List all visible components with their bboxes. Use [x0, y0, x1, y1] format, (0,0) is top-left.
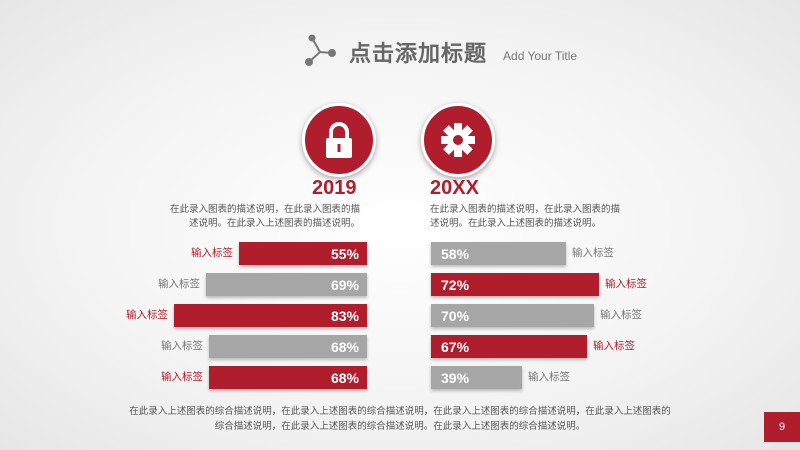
bar-value-label: 58%: [441, 245, 470, 262]
footer-line1: 在此录入上述图表的综合描述说明，在此录入上述图表的综合描述说明，在此录入上述图表…: [129, 406, 671, 417]
right-bar-2: 72%: [431, 273, 599, 296]
bar-value-label: 70%: [441, 307, 470, 324]
right-bar-5: 39%: [431, 366, 522, 389]
left-bar-3: 83%: [174, 304, 367, 327]
bar-value-label: 68%: [330, 369, 359, 386]
right-bar-category-label-4: 输入标签: [593, 340, 635, 352]
left-bar-category-label-4: 输入标签: [161, 340, 203, 352]
left-bar-category-label-5: 输入标签: [161, 371, 203, 383]
left-bar-category-label-2: 输入标签: [158, 278, 200, 290]
page-title: 点击添加标题: [349, 42, 488, 67]
page-subtitle: Add Your Title: [503, 49, 578, 63]
lock-icon: [326, 122, 352, 158]
footer-line2: 综合描述说明，在此录入上述图表的综合描述说明。在此录入上述图表的综合描述说明。: [214, 421, 586, 432]
right-bar-3: 70%: [431, 304, 594, 327]
right-desc-line1: 在此录入图表的描述说明，在此录入图表的描: [430, 204, 621, 215]
left-bar-4: 68%: [209, 335, 367, 358]
gear-icon: [441, 123, 475, 157]
right-bar-category-label-2: 输入标签: [605, 278, 647, 290]
right-bar-1: 58%: [431, 242, 566, 265]
left-desc-line1: 在此录入图表的描述说明，在此录入图表的描: [169, 204, 360, 215]
right-bar-4: 67%: [431, 335, 587, 358]
right-year: 20XX: [430, 177, 479, 199]
page-number: 9: [764, 412, 800, 442]
left-description: 在此录入图表的描述说明，在此录入图表的描 述说明。在此录入上述图表的描述说明。: [120, 203, 360, 231]
left-bar-category-label-3: 输入标签: [126, 309, 168, 321]
left-desc-line2: 述说明。在此录入上述图表的描述说明。: [188, 218, 360, 229]
page-header: 点击添加标题 Add Your Title: [303, 32, 577, 72]
left-bar-category-label-1: 输入标签: [191, 247, 233, 259]
left-bar-1: 55%: [239, 242, 367, 265]
share-nodes-icon: [305, 34, 336, 66]
right-bar-category-label-3: 输入标签: [600, 309, 642, 321]
bar-value-label: 83%: [330, 307, 359, 324]
lock-badge: [302, 103, 376, 177]
bar-value-label: 55%: [330, 245, 359, 262]
bar-value-label: 68%: [330, 338, 359, 355]
left-bar-2: 69%: [206, 273, 367, 296]
bar-value-label: 69%: [330, 276, 359, 293]
bar-value-label: 39%: [441, 369, 470, 386]
bar-value-label: 72%: [441, 276, 470, 293]
right-desc-line2: 述说明。在此录入上述图表的描述说明。: [430, 218, 602, 229]
bar-value-label: 67%: [441, 338, 470, 355]
gear-badge: [421, 103, 495, 177]
right-bar-category-label-1: 输入标签: [572, 247, 614, 259]
footer-description: 在此录入上述图表的综合描述说明，在此录入上述图表的综合描述说明，在此录入上述图表…: [100, 404, 700, 434]
right-description: 在此录入图表的描述说明，在此录入图表的描 述说明。在此录入上述图表的描述说明。: [430, 203, 670, 231]
right-bar-category-label-5: 输入标签: [528, 371, 570, 383]
left-year: 2019: [312, 177, 357, 199]
left-bar-5: 68%: [209, 366, 367, 389]
